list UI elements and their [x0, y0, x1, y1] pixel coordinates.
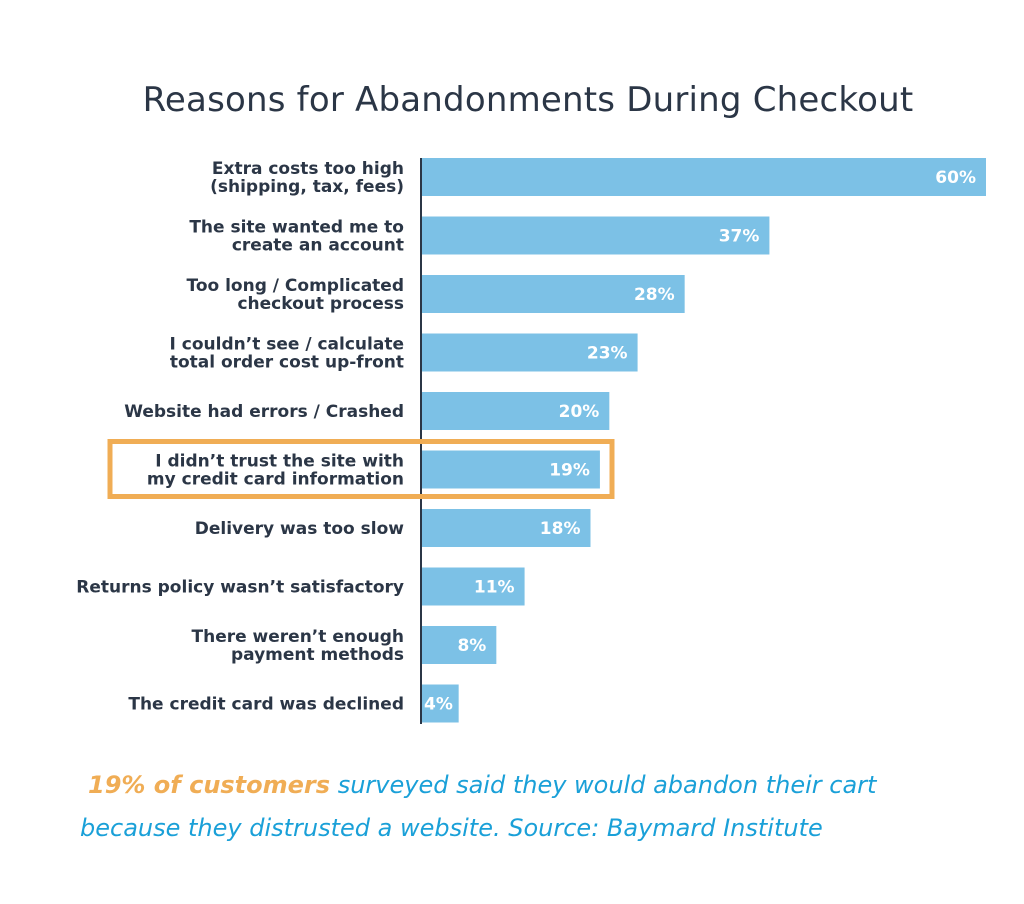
value-label: 8% — [457, 636, 486, 656]
category-label: checkout process — [237, 294, 404, 314]
bar — [421, 158, 986, 196]
category-label: Returns policy wasn’t satisfactory — [76, 578, 404, 598]
bar — [421, 509, 591, 547]
bar — [421, 450, 600, 489]
category-label: Extra costs too high — [212, 159, 404, 179]
bar — [421, 275, 685, 313]
chart-title: Reasons for Abandonments During Checkout — [142, 80, 914, 120]
value-label: 20% — [559, 402, 600, 422]
bar-chart: 60% Extra costs too high(shipping, tax, f… — [76, 158, 986, 724]
category-label: create an account — [232, 236, 404, 256]
bar — [421, 684, 459, 723]
category-label: Too long / Complicated — [186, 276, 404, 296]
bar — [421, 626, 497, 664]
value-label: 18% — [540, 519, 581, 539]
value-label: 19% — [549, 461, 590, 481]
category-label: Website had errors / Crashed — [124, 402, 404, 422]
value-label: 28% — [634, 285, 675, 305]
caption-highlight: 19% of customers — [88, 771, 331, 799]
category-label: payment methods — [231, 645, 404, 665]
value-label: 4% — [424, 695, 453, 715]
category-label: (shipping, tax, fees) — [210, 177, 404, 197]
category-label: The site wanted me to — [189, 218, 404, 238]
category-label: total order cost up-front — [170, 353, 404, 373]
value-label: 37% — [719, 227, 760, 247]
category-label: I didn’t trust the site with — [155, 452, 404, 472]
category-label: There weren’t enough — [192, 627, 405, 647]
category-label: my credit card information — [147, 470, 404, 490]
value-label: 11% — [474, 578, 515, 598]
bar — [421, 392, 610, 430]
category-label: The credit card was declined — [128, 695, 404, 715]
caption-line-2: because they distrusted a website. Sourc… — [80, 814, 823, 842]
value-label: 23% — [587, 344, 628, 364]
caption: 19% of customers surveyed said they woul… — [80, 764, 980, 850]
highlight-box — [107, 439, 615, 499]
caption-line-1: 19% of customers surveyed said they woul… — [80, 764, 980, 807]
category-label: I couldn’t see / calculate — [170, 335, 404, 355]
bar — [421, 567, 525, 606]
bar — [421, 216, 770, 255]
caption-line-1-rest: surveyed said they would abandon their c… — [330, 771, 877, 799]
category-label: Delivery was too slow — [195, 519, 405, 539]
value-label: 60% — [935, 168, 976, 188]
bar — [421, 333, 638, 372]
